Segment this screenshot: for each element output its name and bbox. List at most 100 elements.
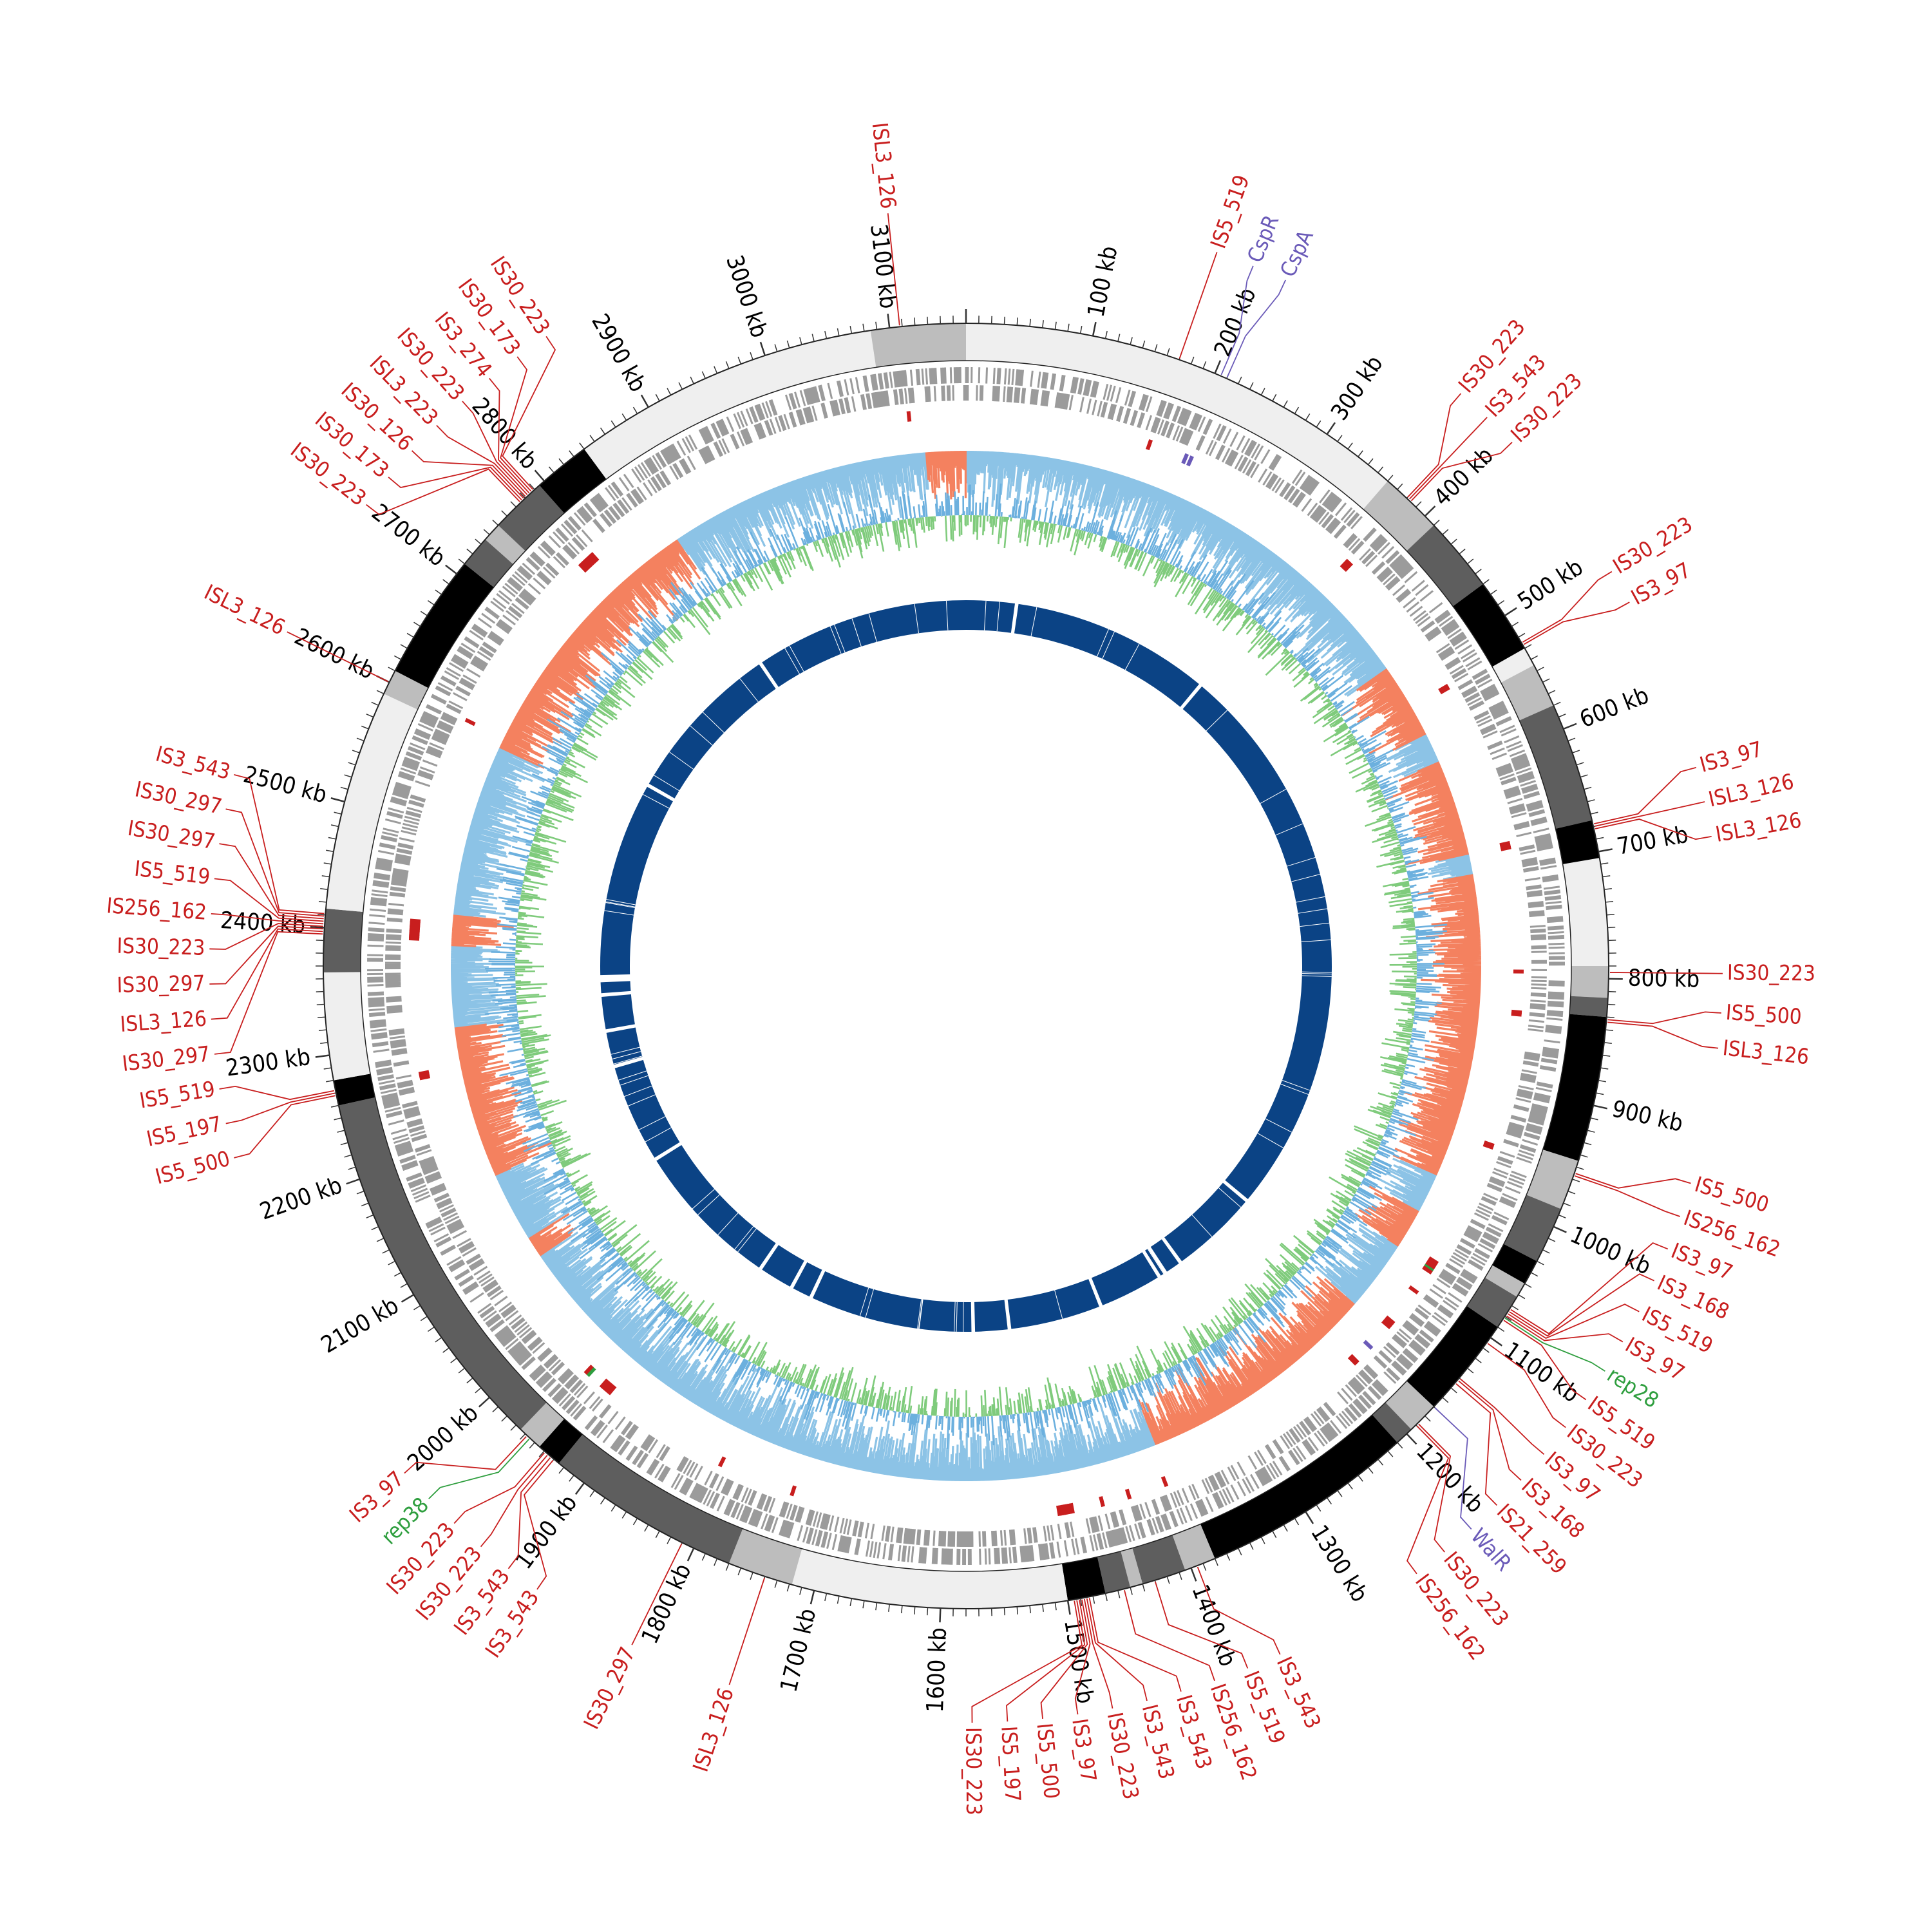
is-mark <box>607 1385 617 1396</box>
scale-tick <box>1214 360 1222 374</box>
is-mark <box>1099 1496 1105 1508</box>
scale-label-20: 2100 kb <box>317 1293 403 1359</box>
scale-tick <box>611 420 616 428</box>
scale-tick <box>1450 538 1457 545</box>
scale-tick <box>750 352 753 360</box>
feature-label-38: IS5_197 <box>996 1725 1025 1803</box>
outer-block-8 <box>1555 820 1600 864</box>
feature-label-52: ISL3_126 <box>119 1006 207 1037</box>
scale-tick <box>340 1142 348 1146</box>
label-leader-line <box>1407 393 1462 498</box>
label-leader-line <box>631 1543 683 1645</box>
scale-label-29: 3000 kb <box>721 252 772 341</box>
conserved-block-7 <box>1007 1279 1099 1329</box>
scale-tick <box>321 875 330 878</box>
label-leader-line <box>971 1600 1083 1723</box>
label-leader-line <box>1455 1383 1497 1506</box>
scale-tick <box>510 501 516 507</box>
is-element-marks <box>408 411 1524 1517</box>
outer-block-3 <box>1406 525 1483 607</box>
label-leader-line <box>1510 1242 1669 1334</box>
is-mark <box>906 411 912 422</box>
scale-tick <box>475 538 482 545</box>
scale-tick <box>678 382 683 390</box>
scale-label-1: 200 kb <box>1209 284 1262 361</box>
scale-tick <box>1260 1537 1265 1544</box>
outer-block-10 <box>1569 996 1608 1018</box>
scale-tick <box>1397 483 1403 490</box>
scale-tick <box>356 1190 365 1195</box>
scale-tick <box>1387 1450 1394 1457</box>
is-mark <box>1500 845 1511 851</box>
scale-tick <box>1179 1572 1182 1580</box>
scale-label-6: 700 kb <box>1615 822 1690 860</box>
is-mark <box>1124 1488 1132 1500</box>
feature-label-39: IS30_223 <box>961 1727 987 1815</box>
scale-tick <box>340 786 348 790</box>
scale-tick <box>1226 1553 1231 1561</box>
scale-tick <box>1130 1587 1133 1595</box>
scale-tick <box>1572 750 1580 753</box>
is-mark <box>790 1485 797 1497</box>
label-leader-line <box>1418 1423 1452 1553</box>
label-leader-line <box>1220 265 1254 375</box>
label-leader-line <box>234 1095 336 1159</box>
outer-block-40 <box>498 485 565 551</box>
scale-tick <box>1567 737 1576 742</box>
outer-block-26 <box>791 1548 1068 1609</box>
scale-tick <box>1358 1475 1363 1482</box>
scale-tick <box>406 632 414 638</box>
label-leader-line <box>287 631 389 683</box>
conserved-block-14 <box>606 1027 643 1065</box>
scale-tick <box>667 1537 672 1544</box>
scale-tick <box>420 611 428 616</box>
scale-tick <box>323 862 332 865</box>
feature-label-35: IS30_223 <box>1103 1710 1144 1801</box>
scale-tick <box>569 1475 574 1482</box>
label-leader-line <box>1179 252 1218 359</box>
is-mark <box>1408 1285 1419 1295</box>
is-mark <box>589 552 600 562</box>
is-mark <box>604 1383 614 1394</box>
is-mark <box>1160 1476 1169 1488</box>
conserved-block-4 <box>1150 1239 1179 1272</box>
scale-tick <box>1397 1442 1403 1449</box>
label-leader-line <box>507 1457 551 1569</box>
scale-tick <box>492 1406 499 1413</box>
scale-tick <box>1079 1598 1083 1607</box>
scale-tick <box>600 427 605 435</box>
label-leader-line <box>1607 1021 1719 1049</box>
scale-label-14: 1500 kb <box>1059 1618 1098 1706</box>
feature-label-58: IS30_297 <box>133 776 224 819</box>
scale-label-18: 1900 kb <box>511 1490 582 1575</box>
scale-tick <box>1518 1294 1526 1300</box>
scale-tick <box>1238 376 1242 384</box>
scale-tick <box>611 1504 616 1512</box>
scale-tick <box>337 1130 345 1133</box>
is-mark <box>1383 1317 1394 1327</box>
scale-tick <box>1117 1590 1121 1598</box>
feature-label-54: IS30_223 <box>117 933 205 960</box>
conserved-block-15 <box>601 994 635 1030</box>
scale-tick <box>1542 1249 1550 1254</box>
is-mark <box>586 1367 596 1378</box>
is-mark <box>1060 1504 1066 1516</box>
conserved-block-0 <box>966 600 1015 633</box>
feature-label-41: IS30_297 <box>578 1643 639 1733</box>
scale-tick <box>1606 914 1615 916</box>
scale-tick <box>1260 388 1265 395</box>
scale-tick <box>1367 1467 1374 1474</box>
scale-tick <box>1378 466 1384 473</box>
scale-tick <box>1190 1567 1197 1582</box>
scale-tick <box>371 1226 379 1231</box>
scale-tick <box>632 406 638 414</box>
scale-label-3: 400 kb <box>1429 442 1499 511</box>
scale-tick <box>325 1079 334 1083</box>
label-leader-line <box>225 808 325 917</box>
label-leader-line <box>209 923 323 950</box>
outer-block-1 <box>870 323 966 368</box>
outer-block-2 <box>1363 480 1434 551</box>
scale-tick <box>1327 1497 1332 1505</box>
scale-tick <box>589 1490 595 1497</box>
